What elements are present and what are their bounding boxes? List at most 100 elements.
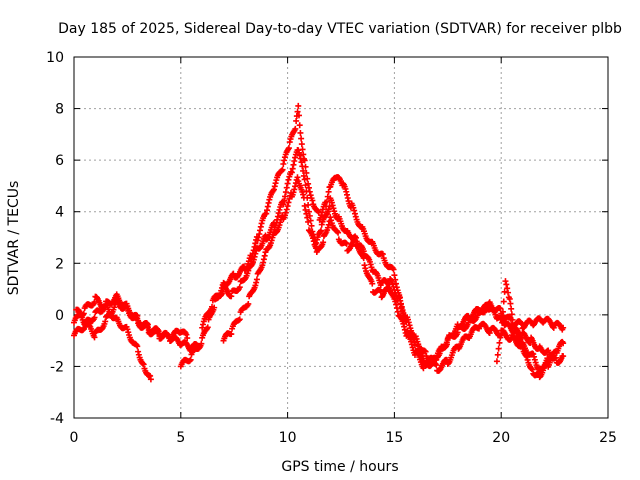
- data-point: [523, 353, 530, 360]
- data-point: [486, 330, 493, 337]
- data-point: [343, 240, 350, 247]
- x-tick-label: 25: [599, 430, 617, 446]
- data-point: [305, 184, 312, 191]
- data-point: [300, 194, 307, 201]
- data-point: [351, 210, 358, 217]
- data-point: [286, 139, 293, 146]
- data-point: [300, 172, 307, 179]
- data-point: [282, 189, 289, 196]
- data-point: [518, 339, 525, 346]
- data-point: [512, 327, 519, 334]
- data-point: [303, 169, 310, 176]
- data-point: [420, 365, 427, 372]
- data-point: [292, 154, 299, 161]
- data-point: [198, 340, 205, 347]
- data-point: [281, 197, 288, 204]
- x-tick-label: 5: [176, 430, 185, 446]
- data-point: [295, 102, 302, 109]
- data-point: [531, 356, 538, 363]
- data-point: [236, 316, 243, 323]
- data-point: [302, 206, 309, 213]
- data-point: [497, 334, 504, 341]
- data-point: [317, 227, 324, 234]
- data-point: [80, 326, 87, 333]
- data-point: [134, 343, 141, 350]
- data-point: [309, 197, 316, 204]
- y-tick-label: 4: [55, 205, 64, 221]
- data-point: [429, 360, 436, 367]
- data-point: [301, 202, 308, 209]
- series-track-3: [73, 296, 191, 344]
- data-point: [307, 192, 314, 199]
- data-point: [509, 316, 516, 323]
- data-point: [186, 357, 193, 364]
- data-point: [280, 201, 287, 208]
- data-point: [325, 188, 332, 195]
- data-point: [351, 207, 358, 214]
- data-point: [300, 191, 307, 198]
- data-point: [421, 347, 428, 354]
- data-point: [187, 356, 194, 363]
- data-point: [433, 362, 440, 369]
- series-track-7: [493, 278, 567, 381]
- data-point: [253, 276, 260, 283]
- data-point: [245, 300, 252, 307]
- grid: [74, 57, 608, 418]
- data-point: [323, 198, 330, 205]
- data-point: [144, 324, 151, 331]
- data-point: [393, 305, 400, 312]
- series-track-4: [177, 102, 567, 370]
- data-point: [302, 182, 309, 189]
- data-point: [183, 331, 190, 338]
- data-point: [299, 163, 306, 170]
- data-point: [519, 343, 526, 350]
- data-point: [199, 324, 206, 331]
- data-point: [298, 159, 305, 166]
- data-point: [300, 167, 307, 174]
- data-points: [71, 102, 567, 383]
- data-point: [507, 300, 514, 307]
- data-point: [484, 302, 491, 309]
- data-point: [282, 193, 289, 200]
- data-point: [501, 288, 508, 295]
- data-point: [296, 122, 303, 129]
- data-point: [508, 311, 515, 318]
- data-point: [500, 298, 507, 305]
- y-tick-label: -4: [50, 411, 64, 427]
- data-point: [499, 308, 506, 315]
- data-point: [335, 229, 342, 236]
- y-tick-label: -2: [50, 359, 64, 375]
- data-point: [297, 129, 304, 136]
- data-point: [280, 160, 287, 167]
- data-point: [155, 330, 162, 337]
- data-point: [135, 348, 142, 355]
- data-point: [437, 348, 444, 355]
- data-point: [301, 157, 308, 164]
- data-point: [352, 213, 359, 220]
- data-point: [313, 239, 320, 246]
- data-point: [284, 203, 291, 210]
- data-point: [282, 209, 289, 216]
- data-point: [560, 353, 567, 360]
- x-tick-label: 0: [70, 430, 79, 446]
- data-point: [291, 158, 298, 165]
- data-point: [319, 209, 326, 216]
- y-tick-label: 10: [46, 50, 64, 66]
- data-point: [296, 152, 303, 159]
- data-point: [391, 272, 398, 279]
- data-point: [508, 305, 515, 312]
- data-point: [147, 372, 154, 379]
- data-point: [147, 376, 154, 383]
- data-point: [309, 235, 316, 242]
- data-point: [236, 284, 243, 291]
- data-point: [235, 317, 242, 324]
- data-point: [498, 330, 505, 337]
- data-point: [125, 329, 132, 336]
- plot-frame: [73, 56, 609, 419]
- data-point: [284, 180, 291, 187]
- x-tick-label: 15: [385, 430, 403, 446]
- data-point: [497, 305, 504, 312]
- data-point: [199, 321, 206, 328]
- data-point: [184, 335, 191, 342]
- data-point: [124, 326, 131, 333]
